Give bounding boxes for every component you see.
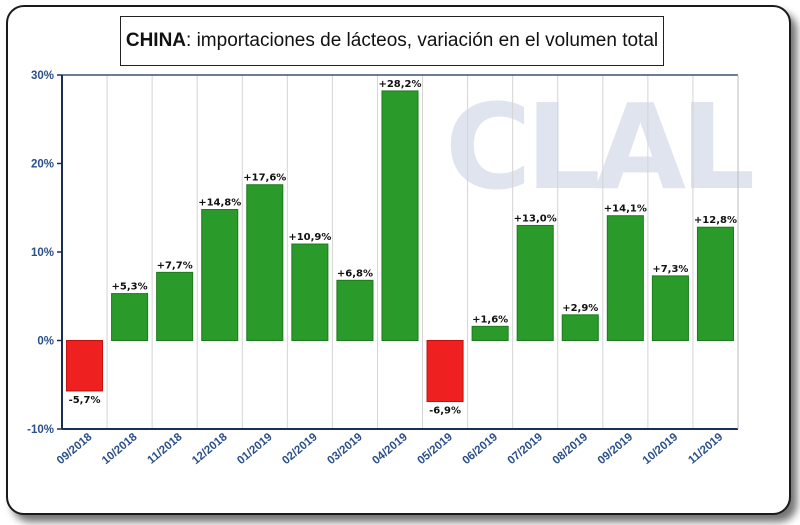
bar xyxy=(381,90,419,342)
watermark-logo: CLAL xyxy=(445,78,752,216)
x-tick-label: 07/2019 xyxy=(506,431,546,467)
x-tick-label: 12/2018 xyxy=(190,431,230,467)
data-label: +12,8% xyxy=(694,215,737,226)
chart-title-text: : importaciones de lácteos, variación en… xyxy=(186,30,659,51)
y-tick-label: 0% xyxy=(37,336,54,348)
x-tick-label: 09/2018 xyxy=(55,431,95,467)
data-label: +7,3% xyxy=(652,264,688,275)
bar xyxy=(426,340,464,403)
data-label: +2,9% xyxy=(562,303,598,314)
data-label: +17,6% xyxy=(243,173,286,184)
chart-title-country: CHINA xyxy=(125,30,187,51)
bar xyxy=(696,226,734,341)
data-label: -5,7% xyxy=(69,395,101,406)
data-label: +6,8% xyxy=(337,268,373,279)
x-tick-label: 08/2019 xyxy=(551,431,591,467)
bar xyxy=(471,325,509,341)
bar xyxy=(606,215,644,341)
chart-title: CHINA: importaciones de lácteos, variaci… xyxy=(120,16,664,66)
gridlines xyxy=(106,75,694,429)
y-tick-label: 10% xyxy=(31,247,54,259)
bar xyxy=(66,340,104,392)
bar xyxy=(336,279,374,342)
bar xyxy=(111,293,149,341)
bar xyxy=(201,209,239,341)
bar xyxy=(156,271,194,342)
data-label: +14,1% xyxy=(604,204,647,215)
y-axis-ticks: 30% 20% 10% 0% -10% xyxy=(27,70,62,436)
bar xyxy=(651,275,689,341)
data-label: +5,3% xyxy=(112,282,148,293)
data-label: +14,8% xyxy=(198,198,241,209)
x-axis-ticks: 09/2018 10/2018 11/2018 12/2018 01/2019 02/20… xyxy=(55,431,725,467)
data-labels: -5,7% +5,3% +7,7% +14,8% +17,6% +10,9% +6,8% +2… xyxy=(69,79,737,417)
x-tick-label: 03/2019 xyxy=(325,431,365,467)
x-tick-label: 09/2019 xyxy=(596,431,636,467)
x-tick-label: 10/2018 xyxy=(100,431,140,467)
data-label: +28,2% xyxy=(378,79,421,90)
y-tick-label: -10% xyxy=(27,424,54,436)
data-label: +7,7% xyxy=(157,260,193,271)
x-tick-label: 11/2018 xyxy=(146,431,186,467)
x-tick-label: 01/2019 xyxy=(235,431,275,467)
bar xyxy=(246,184,284,341)
x-tick-label: 10/2019 xyxy=(641,431,681,467)
x-tick-label: 04/2019 xyxy=(370,431,410,467)
data-label: -6,9% xyxy=(429,406,461,417)
x-tick-label: 11/2019 xyxy=(686,431,725,467)
data-label: +1,6% xyxy=(472,314,508,325)
y-tick-label: 30% xyxy=(31,70,54,82)
x-tick-label: 06/2019 xyxy=(460,431,500,467)
x-tick-label: 02/2019 xyxy=(280,431,320,467)
bar xyxy=(516,224,554,341)
y-tick-label: 20% xyxy=(31,159,54,171)
bar xyxy=(561,314,599,341)
x-tick-label: 05/2019 xyxy=(415,431,455,467)
bars xyxy=(66,90,734,403)
data-label: +13,0% xyxy=(514,213,557,224)
data-label: +10,9% xyxy=(288,232,331,243)
bar xyxy=(291,243,329,341)
